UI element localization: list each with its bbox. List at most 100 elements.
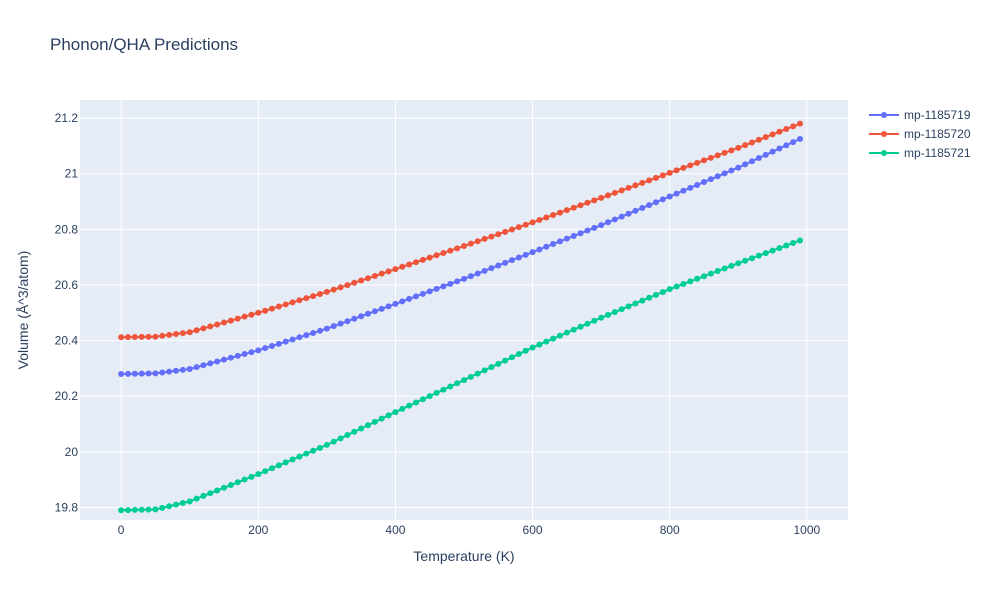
data-point	[714, 152, 721, 159]
data-point	[303, 332, 310, 339]
data-point	[296, 297, 303, 304]
x-tick-label: 400	[385, 523, 405, 537]
data-point	[687, 278, 694, 285]
data-point	[248, 473, 255, 480]
data-point	[337, 284, 344, 291]
data-point	[365, 422, 371, 429]
data-point	[495, 360, 502, 367]
chart-title: Phonon/QHA Predictions	[50, 35, 238, 54]
data-point	[673, 283, 680, 290]
data-point	[570, 204, 577, 211]
data-point	[502, 259, 509, 266]
data-point	[125, 334, 131, 341]
data-point	[378, 305, 385, 312]
data-point	[762, 134, 769, 141]
data-point	[406, 402, 413, 409]
data-point	[461, 377, 467, 384]
data-point	[762, 250, 769, 257]
data-point	[749, 255, 755, 262]
data-point	[426, 288, 433, 295]
data-point	[797, 237, 803, 244]
data-point	[467, 240, 474, 247]
data-point	[392, 266, 399, 273]
data-point	[152, 333, 159, 340]
data-point	[323, 288, 330, 295]
data-point	[461, 275, 467, 282]
data-point	[742, 142, 749, 149]
data-point	[310, 293, 317, 300]
data-point	[783, 142, 790, 149]
y-tick-label: 20.8	[55, 222, 79, 236]
data-point	[653, 291, 659, 298]
data-point	[227, 317, 234, 324]
data-point	[138, 333, 145, 340]
data-point	[419, 396, 426, 403]
data-point	[776, 145, 783, 152]
data-point	[159, 369, 166, 376]
data-point	[269, 305, 275, 312]
data-point	[269, 342, 275, 349]
data-point	[598, 194, 605, 201]
data-point	[687, 184, 694, 191]
data-point	[646, 294, 653, 301]
data-point	[173, 501, 179, 508]
data-point	[591, 317, 598, 324]
legend-item[interactable]: mp-1185721	[869, 146, 971, 160]
data-point	[618, 306, 625, 313]
data-point	[275, 340, 282, 347]
data-point	[378, 415, 385, 422]
series-line	[121, 122, 801, 339]
legend-item[interactable]: mp-1185720	[869, 127, 971, 141]
data-point	[275, 462, 282, 469]
data-point	[611, 216, 618, 223]
data-point	[755, 155, 762, 162]
data-point	[673, 190, 680, 197]
series-mp-1185721	[118, 237, 803, 514]
data-point	[529, 249, 536, 256]
data-point	[371, 418, 378, 425]
data-point	[474, 370, 481, 377]
data-point	[714, 173, 721, 180]
data-point	[303, 450, 310, 457]
data-point	[502, 357, 509, 364]
data-point	[200, 492, 207, 499]
data-point	[214, 321, 221, 328]
data-point	[707, 154, 714, 161]
data-point	[131, 506, 138, 513]
data-point	[481, 235, 488, 242]
data-point	[646, 177, 653, 184]
data-point	[584, 320, 591, 327]
data-point	[543, 243, 550, 250]
y-tick-label: 20	[65, 445, 79, 459]
data-point	[248, 311, 255, 318]
legend-item[interactable]: mp-1185719	[869, 108, 971, 122]
data-point	[193, 327, 200, 334]
data-point	[385, 303, 392, 310]
data-point	[605, 192, 611, 199]
y-axis-title: Volume (Å^3/atom)	[15, 251, 31, 370]
data-point	[173, 331, 179, 338]
data-point	[502, 228, 509, 235]
data-point	[289, 336, 296, 343]
data-point	[262, 307, 269, 314]
data-point	[632, 207, 639, 214]
data-point	[138, 506, 145, 513]
legend-label: mp-1185719	[904, 108, 971, 122]
data-point	[282, 459, 289, 466]
data-point	[714, 268, 721, 275]
data-point	[707, 270, 714, 277]
data-point	[413, 293, 419, 300]
data-point	[433, 285, 440, 292]
data-point	[618, 187, 625, 194]
data-point	[543, 214, 550, 221]
data-point	[694, 275, 701, 282]
data-point	[680, 280, 687, 287]
data-point	[200, 362, 207, 369]
data-point	[337, 320, 344, 327]
plot-area	[80, 100, 848, 520]
data-point	[385, 412, 392, 419]
data-point	[358, 277, 365, 284]
data-point	[762, 151, 769, 158]
data-point	[577, 230, 584, 237]
data-point	[454, 380, 461, 387]
